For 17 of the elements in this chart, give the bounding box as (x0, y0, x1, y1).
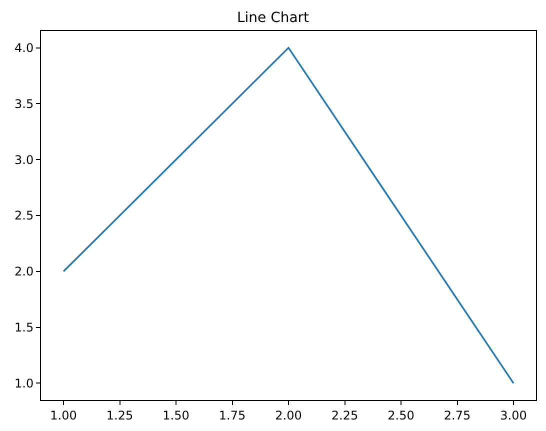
x-tick-label: 3.00 (500, 408, 527, 422)
chart-title: Line Chart (236, 10, 310, 26)
y-tick-label: 3.5 (14, 96, 34, 111)
y-tick-label: 4.0 (14, 40, 34, 55)
y-tick-label: 1.0 (14, 376, 34, 390)
x-tick-label: 1.75 (218, 408, 246, 422)
y-tick-label: 2.5 (14, 208, 34, 223)
x-tick-label: 2.75 (444, 408, 471, 422)
y-tick-label: 1.5 (14, 320, 34, 335)
x-tick-label: 2.50 (388, 408, 414, 422)
y-tick-label: 3.0 (14, 152, 34, 167)
x-tick-label: 1.25 (106, 408, 134, 422)
x-tick-label: 2.00 (275, 408, 302, 422)
x-tick-label: 1.50 (162, 408, 190, 422)
y-tick-label: 2.0 (14, 264, 34, 279)
x-tick-label: 2.25 (331, 408, 358, 422)
x-tick-label: 1.00 (50, 408, 77, 422)
